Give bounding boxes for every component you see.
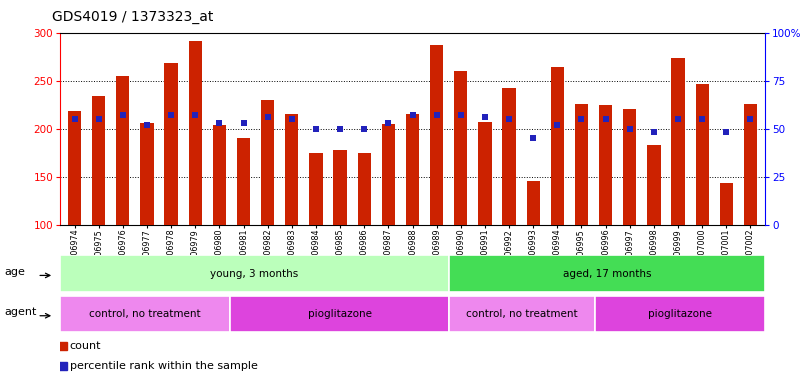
Bar (744, 104, 757, 225)
Bar (526, 182, 540, 225)
Bar (595, 296, 765, 332)
Text: percentile rank within the sample: percentile rank within the sample (70, 361, 258, 371)
Bar (551, 67, 564, 225)
Bar (261, 100, 274, 225)
Bar (285, 114, 299, 225)
Bar (60, 255, 449, 292)
Text: age: age (5, 267, 26, 277)
Bar (478, 122, 492, 225)
Bar (92, 96, 106, 225)
Text: aged, 17 months: aged, 17 months (563, 268, 651, 279)
Bar (502, 88, 516, 225)
Bar (164, 63, 178, 225)
Bar (188, 41, 202, 225)
Text: pioglitazone: pioglitazone (308, 309, 372, 319)
Bar (454, 71, 468, 225)
Bar (116, 76, 130, 225)
Bar (430, 45, 443, 225)
Text: GDS4019 / 1373323_at: GDS4019 / 1373323_at (52, 10, 213, 23)
Bar (60, 296, 230, 332)
Bar (406, 114, 419, 225)
Bar (695, 84, 709, 225)
Bar (449, 255, 765, 292)
Text: pioglitazone: pioglitazone (648, 309, 712, 319)
Text: agent: agent (5, 307, 37, 317)
Text: count: count (70, 341, 101, 351)
Bar (382, 124, 395, 225)
Bar (213, 125, 226, 225)
Bar (647, 145, 661, 225)
Bar (449, 296, 595, 332)
Text: control, no treatment: control, no treatment (466, 309, 578, 319)
Bar (237, 138, 250, 225)
Bar (68, 111, 81, 225)
Bar (575, 104, 588, 225)
Bar (333, 150, 347, 225)
Bar (140, 123, 154, 225)
Text: young, 3 months: young, 3 months (211, 268, 299, 279)
Bar (671, 58, 685, 225)
Text: control, no treatment: control, no treatment (90, 309, 201, 319)
Bar (230, 296, 449, 332)
Bar (599, 105, 612, 225)
Bar (623, 109, 637, 225)
Bar (309, 153, 323, 225)
Bar (357, 153, 371, 225)
Bar (719, 184, 733, 225)
